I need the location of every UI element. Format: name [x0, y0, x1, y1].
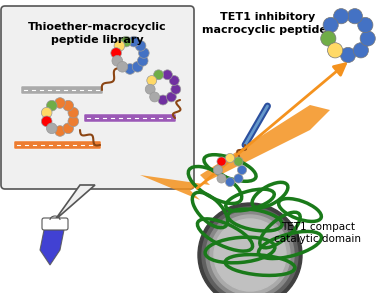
Circle shape — [129, 36, 139, 47]
Circle shape — [225, 154, 234, 163]
Circle shape — [55, 98, 65, 108]
FancyBboxPatch shape — [84, 114, 176, 122]
Circle shape — [353, 43, 369, 58]
Circle shape — [68, 116, 79, 127]
Circle shape — [234, 174, 243, 183]
Text: macrocyclic peptides: macrocyclic peptides — [202, 25, 334, 35]
Circle shape — [323, 17, 338, 33]
Circle shape — [328, 43, 343, 58]
Circle shape — [112, 55, 122, 66]
Circle shape — [225, 178, 234, 187]
Circle shape — [154, 70, 163, 80]
Circle shape — [63, 123, 74, 134]
Circle shape — [135, 40, 146, 51]
Circle shape — [169, 76, 179, 86]
Circle shape — [358, 17, 373, 33]
Circle shape — [217, 174, 226, 183]
Circle shape — [111, 48, 121, 58]
Polygon shape — [40, 225, 65, 265]
Text: Thioether-macrocyclic: Thioether-macrocyclic — [28, 22, 166, 32]
Circle shape — [213, 166, 223, 175]
FancyBboxPatch shape — [21, 86, 103, 94]
Circle shape — [41, 107, 52, 118]
Circle shape — [214, 219, 286, 291]
Circle shape — [150, 92, 160, 102]
Circle shape — [46, 123, 57, 134]
Circle shape — [145, 84, 155, 94]
Circle shape — [41, 116, 52, 127]
Circle shape — [347, 8, 362, 24]
Circle shape — [217, 157, 226, 166]
Polygon shape — [140, 105, 330, 200]
Circle shape — [167, 92, 176, 102]
Circle shape — [137, 55, 148, 66]
FancyBboxPatch shape — [42, 218, 68, 230]
Circle shape — [163, 70, 172, 80]
Circle shape — [147, 76, 157, 86]
Circle shape — [234, 157, 243, 166]
Circle shape — [158, 95, 168, 105]
Circle shape — [68, 107, 79, 118]
Circle shape — [46, 100, 57, 111]
Circle shape — [125, 64, 135, 74]
Circle shape — [121, 36, 131, 47]
Circle shape — [63, 100, 74, 111]
Circle shape — [206, 211, 294, 293]
Circle shape — [114, 40, 125, 51]
Text: peptide library: peptide library — [51, 35, 143, 45]
Circle shape — [360, 31, 375, 46]
Text: catalytic domain: catalytic domain — [275, 234, 362, 244]
Circle shape — [238, 166, 246, 175]
Circle shape — [171, 84, 181, 94]
Circle shape — [117, 62, 128, 72]
Circle shape — [321, 31, 336, 46]
Circle shape — [202, 207, 298, 293]
Circle shape — [333, 8, 349, 24]
Circle shape — [340, 47, 356, 63]
Circle shape — [198, 203, 302, 293]
Circle shape — [138, 48, 149, 58]
FancyBboxPatch shape — [14, 141, 101, 149]
FancyBboxPatch shape — [1, 6, 194, 189]
Polygon shape — [55, 185, 95, 220]
Circle shape — [132, 62, 143, 72]
Text: TET1 inhibitory: TET1 inhibitory — [220, 12, 316, 22]
Circle shape — [55, 126, 65, 136]
Text: TET1 compact: TET1 compact — [281, 222, 355, 232]
Circle shape — [210, 215, 290, 293]
